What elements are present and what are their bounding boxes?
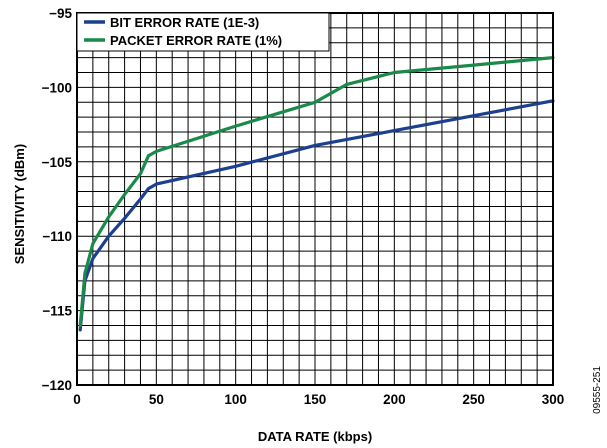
y-tick-label: −105: [42, 155, 73, 170]
legend-label-per: PACKET ERROR RATE (1%): [110, 33, 282, 48]
series-line-bit-error-rate: [78, 99, 555, 332]
y-tick-labels: −95 −100 −105 −110 −115 −120: [42, 6, 73, 393]
legend-label-ber: BIT ERROR RATE (1E-3): [110, 15, 259, 30]
y-tick-label: −100: [42, 80, 72, 95]
x-tick-label: 250: [462, 392, 485, 407]
figure-id: 09555-251: [592, 366, 603, 414]
y-tick-label: −95: [49, 6, 72, 21]
legend: BIT ERROR RATE (1E-3) PACKET ERROR RATE …: [76, 12, 330, 52]
series-layer: [78, 55, 555, 332]
x-axis-label: DATA RATE (kbps): [258, 429, 372, 444]
x-tick-label: 0: [73, 392, 81, 407]
x-tick-label: 300: [542, 392, 565, 407]
y-tick-label: −120: [42, 378, 72, 393]
legend-box: [76, 12, 330, 52]
grid: [77, 13, 553, 385]
x-tick-label: 100: [224, 392, 247, 407]
x-tick-labels: 0 50 100 150 200 250 300: [73, 392, 564, 407]
x-tick-label: 50: [149, 392, 164, 407]
x-tick-label: 200: [383, 392, 406, 407]
y-axis-label: SENSITIVITY (dBm): [12, 144, 27, 264]
y-tick-label: −115: [42, 304, 72, 319]
x-tick-label: 150: [304, 392, 327, 407]
series-line-packet-error-rate: [78, 55, 555, 328]
y-tick-label: −110: [42, 229, 72, 244]
